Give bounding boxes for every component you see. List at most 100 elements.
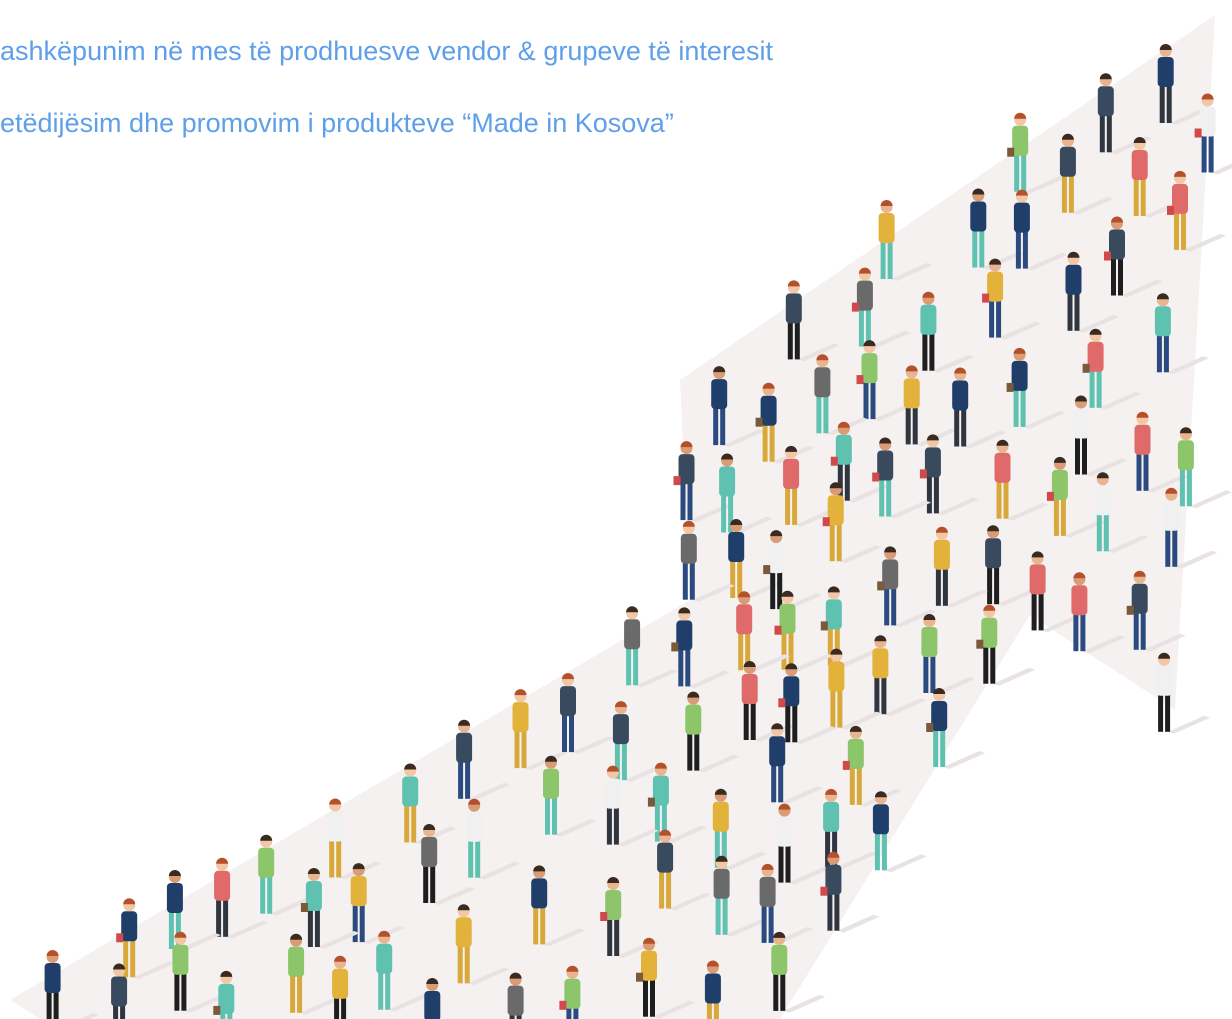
person-body — [760, 877, 776, 907]
person-leg — [864, 379, 869, 419]
person-leg — [411, 803, 416, 843]
person-leg — [297, 973, 302, 1013]
person-body — [1052, 470, 1068, 500]
person-body — [777, 817, 793, 847]
person-leg — [1097, 368, 1102, 408]
person-leg — [795, 319, 800, 359]
person-leg — [751, 700, 756, 740]
person-leg — [169, 909, 174, 949]
person-leg — [54, 989, 59, 1019]
person-bag — [872, 473, 879, 482]
person-body — [814, 367, 830, 397]
person-leg — [1118, 256, 1123, 296]
person-bag — [821, 621, 828, 630]
person-body — [828, 495, 844, 525]
person-leg — [881, 239, 886, 279]
person-leg — [569, 712, 574, 752]
person-body — [879, 213, 895, 243]
person-leg — [770, 422, 775, 462]
person-leg — [468, 838, 473, 878]
person-leg — [780, 971, 785, 1011]
person-leg — [1160, 83, 1165, 123]
person-body — [952, 381, 968, 411]
person-leg — [943, 566, 948, 606]
person-leg — [779, 843, 784, 883]
person-body — [402, 777, 418, 807]
person-body — [653, 776, 669, 806]
person-leg — [683, 560, 688, 600]
person-body — [560, 686, 576, 716]
person-body — [1073, 409, 1089, 439]
person-leg — [933, 727, 938, 767]
person-bag — [982, 294, 989, 303]
person-body — [719, 467, 735, 497]
person-body — [624, 619, 640, 649]
person-body — [714, 869, 730, 899]
person-leg — [378, 970, 383, 1010]
person-leg — [720, 405, 725, 445]
person-body — [711, 379, 727, 409]
person-leg — [633, 645, 638, 685]
person-bag — [1195, 129, 1202, 138]
person-leg — [423, 863, 428, 903]
person-leg — [723, 895, 728, 935]
person-leg — [336, 838, 341, 878]
person-leg — [216, 897, 221, 937]
person-body — [771, 945, 787, 975]
person-leg — [884, 585, 889, 625]
person-leg — [989, 298, 994, 338]
person-body — [306, 881, 322, 911]
person-body — [1109, 230, 1125, 260]
person-leg — [545, 795, 550, 835]
person-leg — [1069, 173, 1074, 213]
person-leg — [1032, 590, 1037, 630]
person-body — [681, 534, 697, 564]
person-body — [1012, 361, 1028, 391]
person-leg — [404, 803, 409, 843]
person-leg — [874, 674, 879, 714]
person-leg — [936, 566, 941, 606]
person-leg — [1004, 479, 1009, 519]
person-leg — [626, 645, 631, 685]
person-leg — [934, 473, 939, 513]
person-leg — [678, 646, 683, 686]
person-body — [934, 540, 950, 570]
person-body — [857, 281, 873, 311]
person-leg — [353, 902, 358, 942]
person-leg — [1134, 176, 1139, 216]
person-body — [685, 705, 701, 735]
person-bag — [1127, 606, 1134, 615]
person-body — [995, 453, 1011, 483]
person-leg — [1039, 590, 1044, 630]
person-body — [1158, 57, 1174, 87]
person-body — [1014, 203, 1030, 233]
person-bag — [778, 698, 785, 707]
person-leg — [1021, 387, 1026, 427]
person-leg — [1075, 435, 1080, 475]
person-bag — [775, 626, 782, 635]
person-leg — [834, 891, 839, 931]
person-leg — [1202, 133, 1207, 173]
person-body — [1030, 564, 1046, 594]
person-body — [1095, 485, 1111, 515]
person-leg — [130, 937, 135, 977]
person-leg — [773, 971, 778, 1011]
person-leg — [687, 731, 692, 771]
person-leg — [1075, 291, 1080, 331]
person-leg — [778, 762, 783, 802]
person-body — [456, 733, 472, 763]
page: {"texts": ["ashkëpunim në mes të prodhue… — [0, 0, 1232, 1019]
person-body — [351, 876, 367, 906]
person-body — [872, 648, 888, 678]
person-leg — [329, 838, 334, 878]
person-leg — [666, 869, 671, 909]
person-leg — [458, 943, 463, 983]
person-leg — [1172, 527, 1177, 567]
person-leg — [223, 897, 228, 937]
person-leg — [972, 228, 977, 268]
person-leg — [830, 688, 835, 728]
person-leg — [1165, 527, 1170, 567]
person-leg — [913, 404, 918, 444]
person-bag — [648, 798, 655, 807]
person-leg — [688, 480, 693, 520]
